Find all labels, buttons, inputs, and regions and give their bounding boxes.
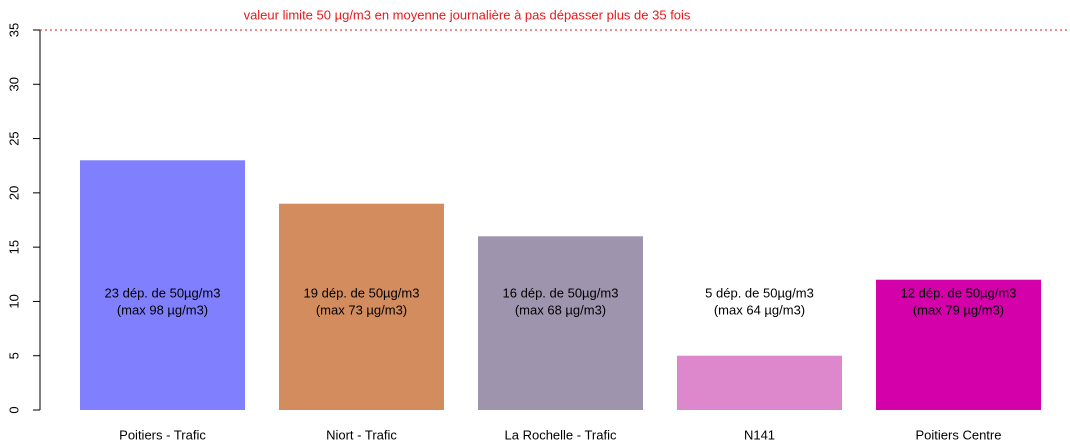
y-tick-label: 30 [6,77,21,91]
max-label: (max 64 µg/m3) [714,302,805,317]
max-label: (max 98 µg/m3) [117,302,208,317]
x-tick-label: La Rochelle - Trafic [505,427,617,442]
y-tick-label: 0 [6,406,21,413]
value-label: 5 dép. de 50µg/m3 [705,285,814,300]
value-label: 12 dép. de 50µg/m3 [901,285,1017,300]
max-label: (max 73 µg/m3) [316,302,407,317]
y-tick-label: 20 [6,186,21,200]
y-tick-label: 35 [6,23,21,37]
y-tick-label: 10 [6,294,21,308]
x-tick-label: N141 [744,427,775,442]
bar [876,279,1041,410]
bar [279,203,444,410]
y-tick-label: 5 [6,352,21,359]
max-label: (max 79 µg/m3) [913,302,1004,317]
x-tick-label: Poitiers Centre [916,427,1002,442]
x-tick-label: Niort - Trafic [326,427,397,442]
value-label: 19 dép. de 50µg/m3 [304,285,420,300]
value-label: 16 dép. de 50µg/m3 [503,285,619,300]
x-tick-label: Poitiers - Trafic [119,427,206,442]
y-tick-label: 25 [6,131,21,145]
value-label: 23 dép. de 50µg/m3 [105,285,221,300]
limit-label: valeur limite 50 µg/m3 en moyenne journa… [244,7,691,22]
bar [478,236,643,410]
y-tick-label: 15 [6,240,21,254]
bar [677,355,842,410]
bar [80,160,245,410]
max-label: (max 68 µg/m3) [515,302,606,317]
